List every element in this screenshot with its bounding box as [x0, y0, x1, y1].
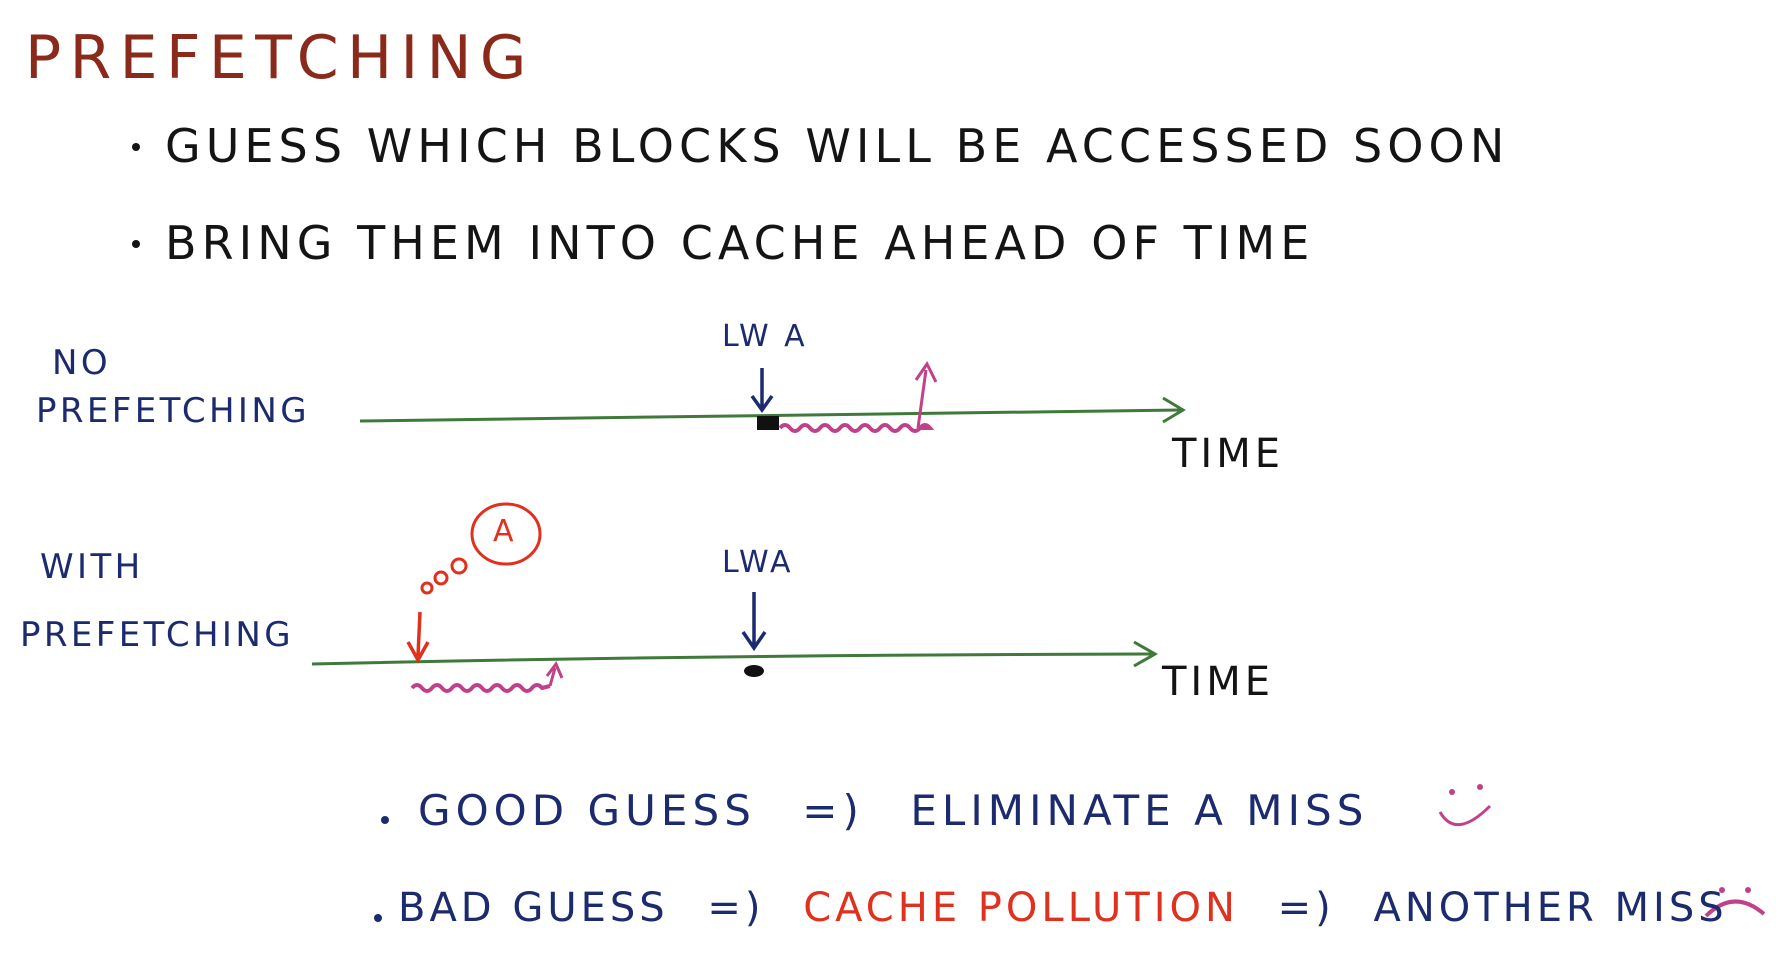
- bullet-guess-blocks: GUESS WHICH BLOCKS WILL BE ACCESSED SOON: [165, 119, 1510, 173]
- thought-dot: [433, 570, 449, 586]
- prefetch-arrow-icon: [406, 611, 430, 664]
- guess-bubble: [470, 502, 542, 566]
- bad-guess-result: ANOTHER MISS: [1373, 885, 1728, 931]
- implies-arrow: =): [707, 885, 765, 931]
- prefetch-wait-squiggle: [410, 683, 551, 693]
- down-arrow-icon: [741, 592, 767, 652]
- bullet-dot: [374, 914, 382, 922]
- access-marker: [757, 416, 779, 430]
- cache-pollution-text: CACHE POLLUTION: [803, 885, 1239, 931]
- axis-label-time: TIME: [1172, 431, 1285, 477]
- timeline-with-prefetch-axis: [311, 652, 1153, 666]
- bullet-dot: [132, 240, 140, 248]
- timeline-no-prefetch-axis: [359, 408, 1181, 423]
- event-label-lw-a: LW A: [722, 319, 808, 354]
- timeline-no-prefetch-arrowhead: [1162, 396, 1186, 424]
- up-arrow-icon: [545, 661, 564, 687]
- smiley-icon: [1438, 784, 1492, 827]
- access-hit-marker: [744, 665, 764, 677]
- bullet-dot: [132, 143, 140, 151]
- implies-arrow: =): [802, 786, 864, 835]
- frown-icon: [1704, 887, 1766, 918]
- good-guess-line: GOOD GUESS =) ELIMINATE A MISS: [418, 790, 1368, 832]
- thought-dot: [450, 557, 468, 575]
- implies-arrow: =): [1277, 885, 1335, 931]
- axis-label-time: TIME: [1162, 659, 1275, 705]
- event-label-lwa: LWA: [722, 545, 794, 580]
- thought-dot: [420, 581, 434, 595]
- bad-guess-line: BAD GUESS =) CACHE POLLUTION =) ANOTHER …: [398, 888, 1728, 928]
- miss-wait-squiggle: [778, 423, 935, 433]
- bullet-dot: [381, 816, 389, 824]
- bad-guess-prefix: BAD GUESS: [398, 885, 669, 931]
- page-title: PREFETCHING: [25, 23, 535, 93]
- bullet-bring-into-cache: BRING THEM INTO CACHE AHEAD OF TIME: [165, 216, 1315, 270]
- label-no-prefetching-line1: NO: [52, 343, 111, 383]
- label-with-prefetching-line1: WITH: [40, 547, 144, 587]
- good-guess-prefix: GOOD GUESS: [418, 786, 756, 835]
- label-no-prefetching-line2: PREFETCHING: [36, 391, 310, 431]
- timeline-with-prefetch-arrowhead: [1133, 640, 1159, 668]
- label-with-prefetching-line2: PREFETCHING: [20, 615, 294, 655]
- up-arrow-icon: [914, 361, 938, 429]
- good-guess-result: ELIMINATE A MISS: [910, 786, 1369, 835]
- guess-bubble-label: A: [493, 514, 514, 549]
- down-arrow-icon: [750, 368, 774, 414]
